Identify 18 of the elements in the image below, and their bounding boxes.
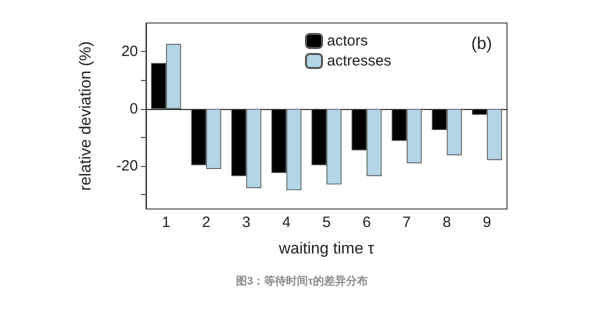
legend-label: actors — [327, 32, 368, 50]
x-tick-label: 1 — [162, 214, 170, 231]
y-tick-label: -20 — [116, 158, 138, 175]
y-tick-label: 0 — [130, 100, 138, 118]
x-tick-label: 2 — [202, 214, 210, 231]
x-tick-label: 8 — [442, 214, 452, 231]
x-tick-label: 5 — [322, 214, 331, 231]
legend-label: actresses — [327, 52, 392, 70]
annotation: (b) — [471, 34, 492, 53]
y-axis-title: relative deviation (%) — [78, 41, 94, 191]
x-tick-label: 3 — [242, 214, 250, 231]
x-tick-label: 9 — [482, 214, 492, 231]
y-tick-label: 20 — [121, 43, 138, 60]
x-tick-label: 7 — [402, 214, 411, 231]
x-axis-title: waiting time τ — [278, 240, 375, 258]
caption: 图3：等待时间τ的差异分布 — [236, 274, 368, 288]
x-tick-label: 6 — [362, 214, 371, 231]
x-tick-label: 4 — [282, 214, 291, 231]
